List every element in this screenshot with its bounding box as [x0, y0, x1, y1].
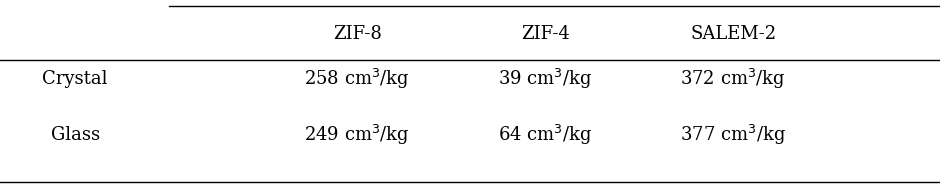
Text: 64 cm$^3$/kg: 64 cm$^3$/kg	[498, 123, 592, 147]
Text: Crystal: Crystal	[42, 70, 108, 88]
Text: ZIF-4: ZIF-4	[521, 25, 570, 43]
Text: 372 cm$^3$/kg: 372 cm$^3$/kg	[681, 67, 786, 91]
Text: 258 cm$^3$/kg: 258 cm$^3$/kg	[305, 67, 410, 91]
Text: 39 cm$^3$/kg: 39 cm$^3$/kg	[498, 67, 592, 91]
Text: SALEM-2: SALEM-2	[690, 25, 776, 43]
Text: 249 cm$^3$/kg: 249 cm$^3$/kg	[305, 123, 410, 147]
Text: ZIF-8: ZIF-8	[333, 25, 382, 43]
Text: 377 cm$^3$/kg: 377 cm$^3$/kg	[681, 123, 786, 147]
Text: Glass: Glass	[51, 126, 100, 144]
